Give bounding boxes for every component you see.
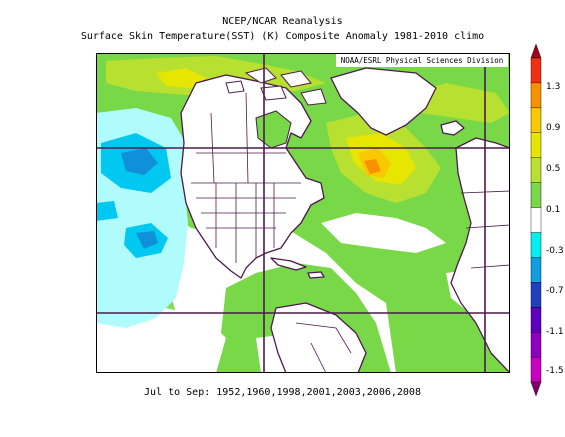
- south-america: [270, 302, 367, 373]
- color-bar-segment: [530, 57, 542, 84]
- tick-label: -0.7: [546, 286, 564, 296]
- europe-africa: [450, 137, 510, 373]
- credit-label: NOAA/ESRL Physical Sciences Division: [336, 54, 508, 67]
- color-bar-segment: [530, 44, 542, 59]
- color-bar-segment: [530, 257, 542, 283]
- color-bar-segment: [530, 207, 542, 233]
- map-frame: [96, 53, 510, 373]
- tick-label: 0.9: [546, 123, 561, 133]
- color-bar-segment: [530, 107, 542, 134]
- color-bar-segment: [530, 331, 542, 358]
- chart-title: NCEP/NCAR Reanalysis: [222, 16, 343, 27]
- iceland: [440, 120, 465, 136]
- composite-years: Jul to Sep: 1952,1960,1998,2001,2003,200…: [144, 387, 421, 398]
- tick-label: 0.5: [546, 164, 561, 174]
- greenland: [330, 67, 437, 136]
- hispaniola: [307, 271, 325, 279]
- tick-label: -0.3: [546, 246, 564, 256]
- color-bar-segment: [530, 157, 542, 184]
- arctic-islands: [225, 67, 327, 106]
- color-bar-segment: [530, 82, 542, 109]
- color-bar-segment: [530, 307, 542, 333]
- anomaly-map: [96, 53, 510, 373]
- strong-positive-anomaly: [106, 56, 510, 203]
- color-bar-segment: [530, 282, 542, 308]
- color-bar-segment: [530, 381, 542, 396]
- political-borders: [191, 92, 510, 373]
- color-bar-segment: [530, 182, 542, 209]
- color-bar-segment: [530, 232, 542, 258]
- color-bar-segment: [530, 356, 542, 383]
- tick-label: 0.1: [546, 205, 561, 215]
- color-bar: [530, 44, 542, 396]
- color-bar-segment: [530, 132, 542, 159]
- tick-label: -1.1: [546, 327, 564, 337]
- tick-label: -1.5: [546, 366, 564, 376]
- chart-subtitle: Surface Skin Temperature(SST) (K) Compos…: [80, 31, 485, 42]
- negative-anomaly-fields: [96, 108, 188, 328]
- cuba: [270, 257, 307, 271]
- grid-lines: [96, 53, 510, 373]
- tick-label: 1.3: [546, 82, 561, 92]
